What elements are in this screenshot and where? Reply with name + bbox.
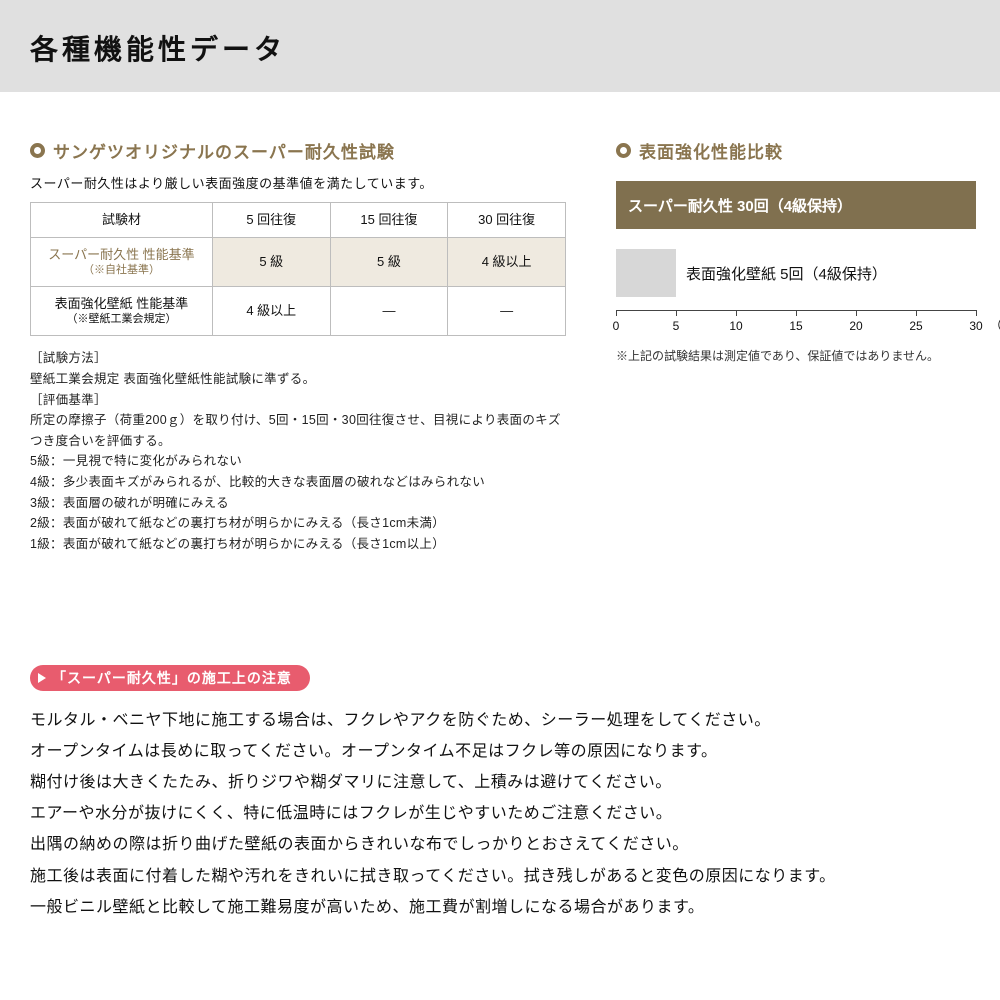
axis-unit-label: （回） [990,316,1000,333]
note-line: 2級：表面が破れて紙などの裏打ち材が明らかにみえる（長さ1cm未満） [30,513,566,534]
axis-tick-label: 5 [673,319,680,333]
durability-table: 試験材 5 回往復 15 回往復 30 回往復 スーパー耐久性 性能基準 （※自… [30,202,566,336]
axis-tick [976,310,977,316]
th-col2: 15 回往復 [330,203,448,238]
note-line: 5級：一見視で特に変化がみられない [30,451,566,472]
section1-lead: スーパー耐久性はより厳しい表面強度の基準値を満たしています。 [30,173,566,192]
caution-line: 出隅の納めの際は折り曲げた壁紙の表面からきれいな布でしっかりとおさえてください。 [30,829,970,860]
axis-tick-label: 10 [729,319,742,333]
table-row: スーパー耐久性 性能基準 （※自社基準） 5 級 5 級 4 級以上 [31,237,566,286]
chart-footnote: ※上記の試験結果は測定値であり、保証値ではありません。 [616,347,976,364]
axis-tick [856,310,857,316]
caution-line: オープンタイムは長めに取ってください。オープンタイム不足はフクレ等の原因になりま… [30,736,970,767]
axis-tick [736,310,737,316]
axis-tick [616,310,617,316]
axis-tick-label: 25 [909,319,922,333]
axis-tick [916,310,917,316]
row0-label-sub: （※自社基準） [35,263,208,278]
cell: — [448,286,566,335]
table-header-row: 試験材 5 回往復 15 回往復 30 回往復 [31,203,566,238]
cell: 5 級 [330,237,448,286]
row0-label: スーパー耐久性 性能基準 （※自社基準） [31,237,213,286]
two-column-row: サンゲツオリジナルのスーパー耐久性試験 スーパー耐久性はより厳しい表面強度の基準… [30,138,970,555]
cell: 4 級以上 [212,286,330,335]
chart-bar-label: 表面強化壁紙 5回（4級保持） [686,263,887,284]
caution-pill: 「スーパー耐久性」の施工上の注意 [30,665,310,691]
axis-tick [676,310,677,316]
chart-title-text: 表面強化性能比較 [639,138,783,163]
axis-tick-label: 20 [849,319,862,333]
caution-line: 糊付け後は大きくたたみ、折りジワや糊ダマリに注意して、上積みは避けてください。 [30,767,970,798]
note-line: 3級：表面層の破れが明確にみえる [30,493,566,514]
right-column: 表面強化性能比較 スーパー耐久性 30回（4級保持） 表面強化壁紙 5回（4級保持… [616,138,976,555]
left-column: サンゲツオリジナルのスーパー耐久性試験 スーパー耐久性はより厳しい表面強度の基準… [30,138,566,555]
header-band: 各種機能性データ [0,0,1000,92]
axis-tick-label: 0 [613,319,620,333]
caution-line: 施工後は表面に付着した糊や汚れをきれいに拭き取ってください。拭き残しがあると変色… [30,861,970,892]
note-line: 1級：表面が破れて紙などの裏打ち材が明らかにみえる（長さ1cm以上） [30,534,566,555]
content: サンゲツオリジナルのスーパー耐久性試験 スーパー耐久性はより厳しい表面強度の基準… [0,92,1000,923]
evaluation-notes: ［試験方法］ 壁紙工業会規定 表面強化壁紙性能試験に準ずる。 ［評価基準］ 所定… [30,348,566,554]
cell: 4 級以上 [448,237,566,286]
caution-line: 一般ビニル壁紙と比較して施工難易度が高いため、施工費が割増しになる場合があります… [30,892,970,923]
cell: 5 級 [212,237,330,286]
triangle-icon [38,673,46,683]
note-line: ［試験方法］ [30,348,566,369]
caution-body: モルタル・ベニヤ下地に施工する場合は、フクレやアクを防ぐため、シーラー処理をして… [30,705,970,923]
note-line: 4級：多少表面キズがみられるが、比較的大きな表面層の破れなどはみられない [30,472,566,493]
chart-bar: スーパー耐久性 30回（4級保持） [616,181,976,229]
chart-plot: スーパー耐久性 30回（4級保持） 表面強化壁紙 5回（4級保持） [616,173,976,311]
caution-line: モルタル・ベニヤ下地に施工する場合は、フクレやアクを防ぐため、シーラー処理をして… [30,705,970,736]
ring-bullet-icon [616,143,631,158]
row1-label-main: 表面強化壁紙 性能基準 [55,296,189,311]
chart-title: 表面強化性能比較 [616,138,976,163]
note-line: 所定の摩擦子（荷重200ｇ）を取り付け、5回・15回・30回往復させ、目視により… [30,410,566,451]
note-line: ［評価基準］ [30,390,566,411]
comparison-chart: スーパー耐久性 30回（4級保持） 表面強化壁紙 5回（4級保持） 0 5 10 15 2… [616,173,976,364]
axis-tick-label: 30 [969,319,982,333]
cell: — [330,286,448,335]
caution-pill-label: 「スーパー耐久性」の施工上の注意 [52,668,292,688]
section1-title: サンゲツオリジナルのスーパー耐久性試験 [30,138,566,163]
table-row: 表面強化壁紙 性能基準 （※壁紙工業会規定） 4 級以上 — — [31,286,566,335]
th-material: 試験材 [31,203,213,238]
section1-title-text: サンゲツオリジナルのスーパー耐久性試験 [53,138,395,163]
row0-label-main: スーパー耐久性 性能基準 [48,247,194,262]
row1-label: 表面強化壁紙 性能基準 （※壁紙工業会規定） [31,286,213,335]
caution-line: エアーや水分が抜けにくく、特に低温時にはフクレが生じやすいためご注意ください。 [30,798,970,829]
note-line: 壁紙工業会規定 表面強化壁紙性能試験に準ずる。 [30,369,566,390]
ring-bullet-icon [30,143,45,158]
axis-tick [796,310,797,316]
page-title: 各種機能性データ [30,28,970,68]
th-col3: 30 回往復 [448,203,566,238]
row1-label-sub: （※壁紙工業会規定） [35,312,208,327]
chart-bar: 表面強化壁紙 5回（4級保持） [616,249,676,297]
chart-area: スーパー耐久性 30回（4級保持） 表面強化壁紙 5回（4級保持） 0 5 10 15 2… [616,173,976,333]
axis-tick-label: 15 [789,319,802,333]
th-col1: 5 回往復 [212,203,330,238]
